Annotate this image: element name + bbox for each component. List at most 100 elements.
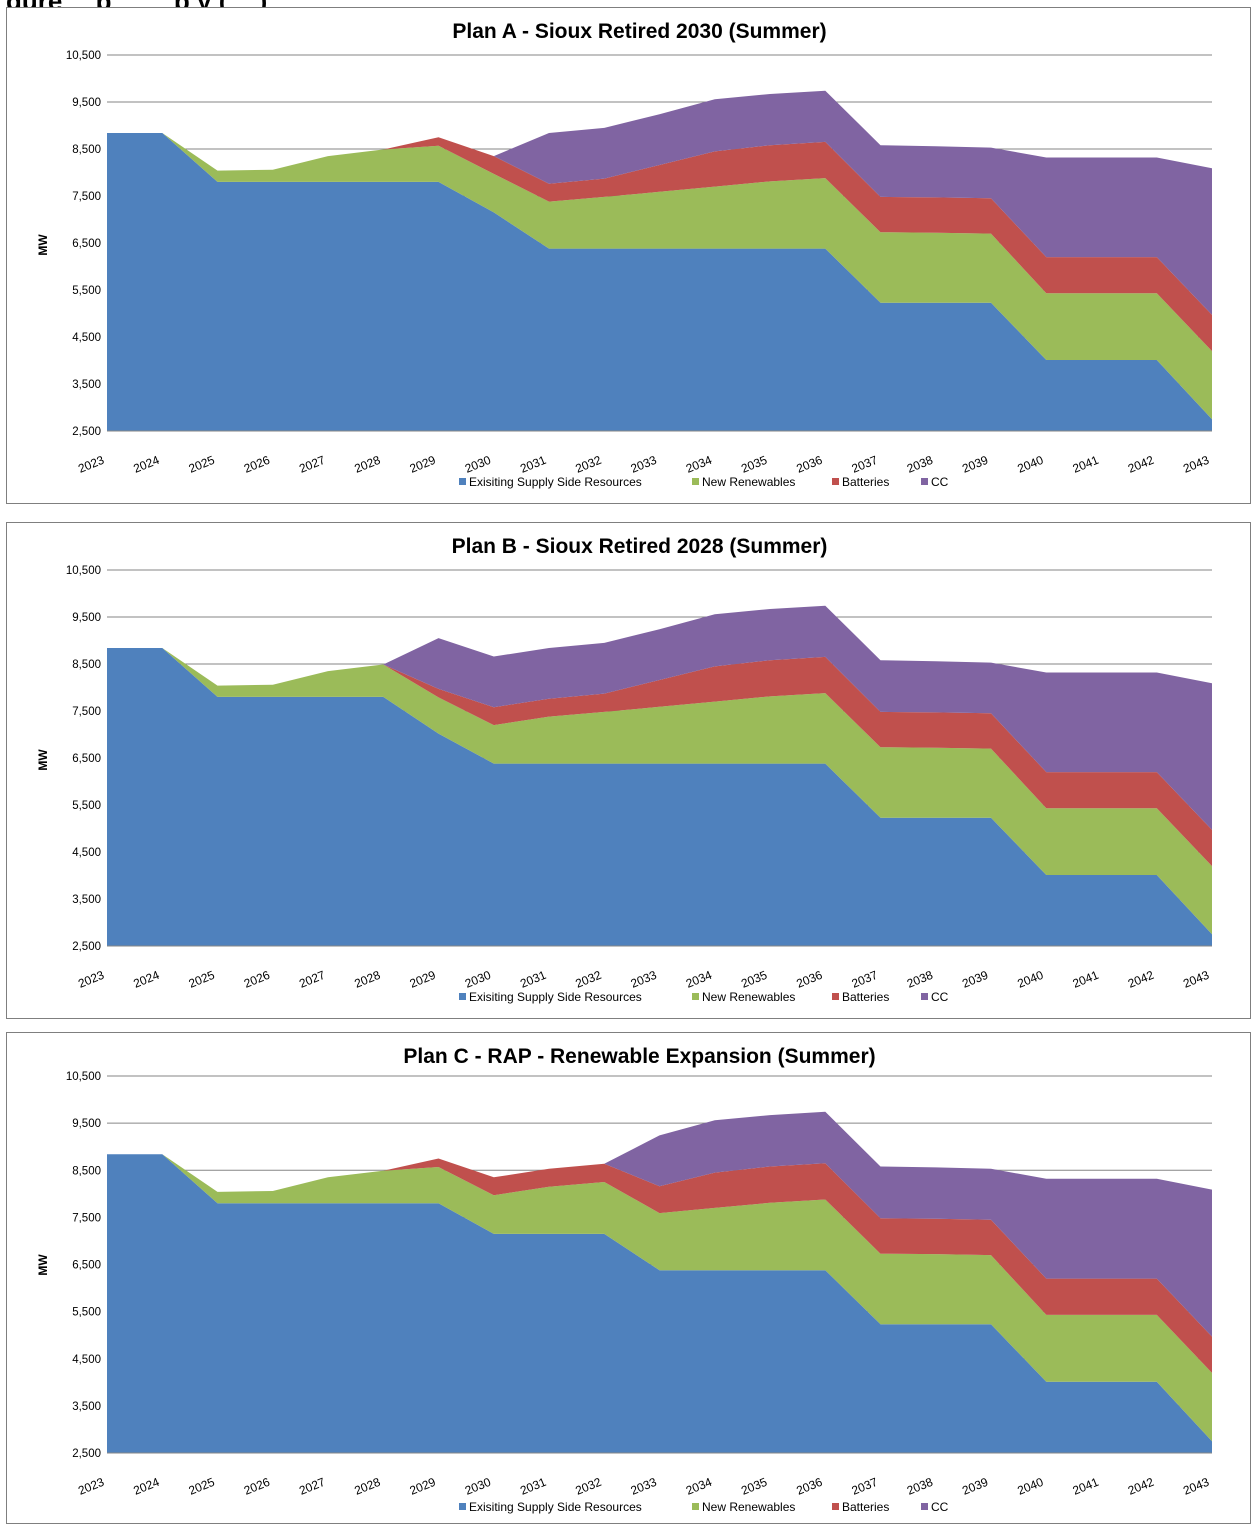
x-tick-label: 2037	[850, 453, 880, 476]
x-tick-label: 2026	[242, 453, 272, 476]
x-tick-label: 2027	[297, 453, 327, 476]
legend-swatch	[459, 1503, 466, 1510]
x-tick-label: 2041	[1071, 968, 1101, 991]
legend-swatch	[459, 993, 466, 1000]
y-tick-label: 6,500	[72, 1260, 101, 1272]
legend-item-cc: CC	[921, 475, 949, 489]
x-tick-label: 2028	[352, 968, 382, 991]
y-tick-label: 2,500	[72, 941, 101, 953]
y-tick-label: 10,500	[66, 1071, 101, 1083]
x-tick-label: 2023	[76, 968, 106, 991]
x-tick-label: 2027	[297, 968, 327, 991]
x-tick-label: 2042	[1126, 968, 1156, 991]
x-tick-label: 2034	[684, 1475, 714, 1498]
legend-label: Batteries	[842, 1500, 889, 1514]
chart-plan-c: Plan C - RAP - Renewable Expansion (Summ…	[36, 1045, 1212, 1514]
x-tick-label: 2038	[905, 1475, 935, 1498]
legend-swatch	[921, 1503, 928, 1510]
x-tick-label: 2029	[408, 1475, 438, 1498]
area-series-exisiting-supply-side-resources	[107, 648, 1212, 946]
legend-item-batteries: Batteries	[832, 990, 889, 1004]
y-axis-label: MW	[36, 234, 50, 256]
y-tick-label: 5,500	[72, 1307, 101, 1319]
x-tick-label: 2043	[1181, 968, 1211, 991]
x-tick-label: 2039	[960, 968, 990, 991]
legend-item-new-renewables: New Renewables	[692, 990, 795, 1004]
legend-item-cc: CC	[921, 1500, 949, 1514]
legend-swatch	[921, 478, 928, 485]
x-tick-label: 2040	[1015, 968, 1045, 991]
y-tick-label: 10,500	[66, 565, 101, 577]
x-tick-label: 2029	[408, 453, 438, 476]
x-tick-label: 2023	[76, 1475, 106, 1498]
area-series-new-renewables	[107, 1154, 1212, 1442]
area-series-cc	[107, 1111, 1212, 1337]
y-tick-label: 4,500	[72, 1354, 101, 1366]
legend-label: New Renewables	[702, 1500, 795, 1514]
area-series-exisiting-supply-side-resources	[107, 133, 1212, 431]
legend-item-batteries: Batteries	[832, 1500, 889, 1514]
chart-title: Plan A - Sioux Retired 2030 (Summer)	[452, 20, 826, 43]
x-tick-label: 2024	[131, 453, 161, 476]
x-tick-label: 2037	[850, 968, 880, 991]
x-tick-label: 2031	[518, 453, 548, 476]
y-tick-label: 8,500	[72, 144, 101, 156]
legend-item-exisiting-supply-side-resources: Exisiting Supply Side Resources	[459, 1500, 642, 1514]
y-tick-label: 2,500	[72, 426, 101, 438]
y-tick-label: 4,500	[72, 847, 101, 859]
chart-plan-b: Plan B - Sioux Retired 2028 (Summer) 2,50…	[36, 535, 1212, 1004]
x-tick-label: 2040	[1015, 1475, 1045, 1498]
area-series-new-renewables	[107, 133, 1212, 420]
x-tick-label: 2037	[850, 1475, 880, 1498]
x-tick-label: 2026	[242, 1475, 272, 1498]
x-tick-label: 2043	[1181, 1475, 1211, 1498]
x-tick-label: 2034	[684, 968, 714, 991]
legend-label: Exisiting Supply Side Resources	[469, 1500, 642, 1514]
y-tick-label: 2,500	[72, 1448, 101, 1460]
x-tick-label: 2033	[629, 453, 659, 476]
legend-label: CC	[931, 990, 949, 1004]
y-tick-label: 9,500	[72, 1118, 101, 1130]
area-series-batteries	[107, 133, 1212, 352]
legend-swatch	[692, 1503, 699, 1510]
x-tick-label: 2038	[905, 968, 935, 991]
x-tick-label: 2025	[187, 453, 217, 476]
legend-item-new-renewables: New Renewables	[692, 1500, 795, 1514]
y-tick-label: 7,500	[72, 706, 101, 718]
x-tick-label: 2043	[1181, 453, 1211, 476]
legend-swatch	[921, 993, 928, 1000]
x-tick-label: 2035	[739, 1475, 769, 1498]
x-tick-label: 2023	[76, 453, 106, 476]
legend-swatch	[692, 478, 699, 485]
legend-swatch	[692, 993, 699, 1000]
legend-label: Batteries	[842, 990, 889, 1004]
chart-plan-a: Plan A - Sioux Retired 2030 (Summer) 2,50…	[36, 20, 1212, 489]
x-tick-label: 2031	[518, 968, 548, 991]
x-tick-label: 2038	[905, 453, 935, 476]
x-tick-label: 2030	[463, 968, 493, 991]
x-tick-label: 2032	[573, 1475, 603, 1498]
y-tick-label: 6,500	[72, 753, 101, 765]
y-tick-label: 6,500	[72, 238, 101, 250]
y-tick-label: 5,500	[72, 800, 101, 812]
x-tick-label: 2029	[408, 968, 438, 991]
legend-item-cc: CC	[921, 990, 949, 1004]
legend-swatch	[832, 478, 839, 485]
chart-title: Plan C - RAP - Renewable Expansion (Summ…	[403, 1045, 875, 1068]
x-tick-label: 2033	[629, 968, 659, 991]
y-tick-label: 3,500	[72, 379, 101, 391]
legend-label: New Renewables	[702, 990, 795, 1004]
x-tick-label: 2032	[573, 968, 603, 991]
legend-label: Batteries	[842, 475, 889, 489]
y-axis-label: MW	[36, 1254, 50, 1276]
x-tick-label: 2036	[794, 1475, 824, 1498]
x-tick-label: 2035	[739, 453, 769, 476]
legend-label: New Renewables	[702, 475, 795, 489]
area-series-batteries	[107, 648, 1212, 867]
legend-swatch	[832, 993, 839, 1000]
x-tick-label: 2024	[131, 968, 161, 991]
y-tick-label: 8,500	[72, 659, 101, 671]
y-tick-label: 3,500	[72, 1401, 101, 1413]
x-tick-label: 2032	[573, 453, 603, 476]
legend-item-new-renewables: New Renewables	[692, 475, 795, 489]
